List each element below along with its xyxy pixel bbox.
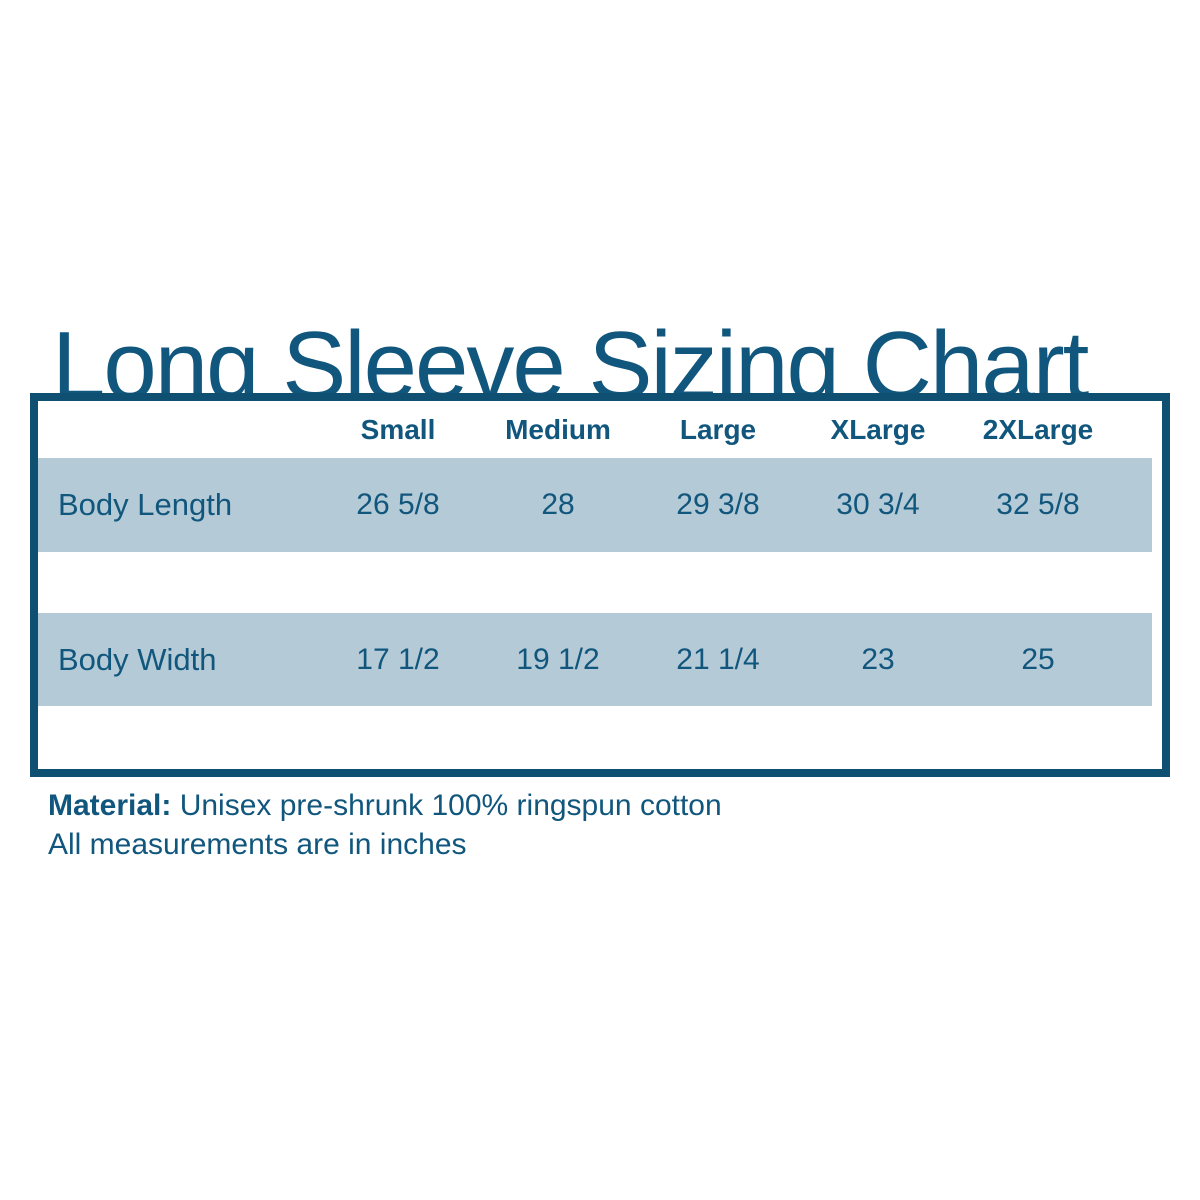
material-line: Material: Unisex pre-shrunk 100% ringspu… — [48, 786, 722, 825]
body-width-medium: 19 1/2 — [516, 642, 600, 676]
header-cell-2xlarge: 2XLarge — [982, 413, 1094, 445]
row-label-body-width: Body Width — [58, 641, 217, 677]
sizing-table: Small Medium Large XLarge 2XLarge Body L… — [30, 393, 1170, 777]
table-spacer-row — [38, 552, 1162, 613]
body-length-medium: 28 — [541, 488, 575, 521]
body-length-xlarge: 30 3/4 — [836, 488, 920, 521]
table-spacer-row-bottom — [38, 706, 1162, 769]
table-row-body-length: Body Length 26 5/8 28 29 3/8 30 3/4 32 5… — [38, 458, 1152, 552]
body-length-large: 29 3/8 — [676, 488, 760, 521]
body-length-2xlarge: 32 5/8 — [996, 488, 1080, 521]
header-cell-small: Small — [360, 413, 436, 445]
body-width-2xlarge: 25 — [1021, 642, 1055, 676]
header-cell-xlarge: XLarge — [830, 413, 926, 445]
body-width-large: 21 1/4 — [676, 642, 760, 676]
header-cell-medium: Medium — [505, 413, 611, 445]
footer-notes: Material: Unisex pre-shrunk 100% ringspu… — [48, 786, 722, 864]
header-cell-large: Large — [679, 413, 757, 445]
body-width-small: 17 1/2 — [356, 642, 440, 676]
body-length-small: 26 5/8 — [356, 488, 440, 521]
material-label: Material: — [48, 789, 172, 822]
body-width-xlarge: 23 — [861, 642, 895, 676]
row-label-body-length: Body Length — [58, 487, 233, 522]
table-header-row: Small Medium Large XLarge 2XLarge — [38, 401, 1152, 458]
material-value: Unisex pre-shrunk 100% ringspun cotton — [171, 789, 722, 822]
measurement-note: All measurements are in inches — [48, 828, 467, 861]
table-row-body-width: Body Width 17 1/2 19 1/2 21 1/4 23 25 — [38, 613, 1152, 706]
